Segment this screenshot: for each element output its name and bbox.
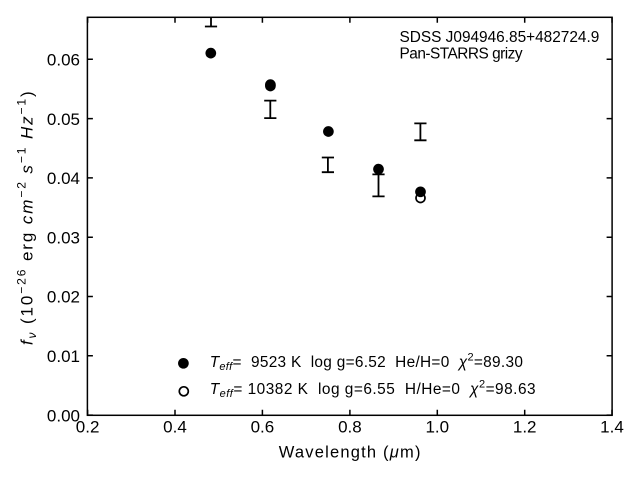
- svg-text:Pan-STARRS grizy: Pan-STARRS grizy: [400, 46, 523, 63]
- svg-text:0.2: 0.2: [76, 417, 100, 436]
- svg-text:Wavelength (μm): Wavelength (μm): [279, 444, 422, 462]
- svg-text:1.4: 1.4: [600, 417, 624, 436]
- svg-text:SDSS J094946.85+482724.9: SDSS J094946.85+482724.9: [400, 29, 600, 46]
- svg-text:0.05: 0.05: [47, 110, 80, 129]
- svg-text:0.01: 0.01: [47, 347, 80, 366]
- svg-text:0.8: 0.8: [338, 417, 362, 436]
- svg-text:0.02: 0.02: [47, 288, 80, 307]
- svg-text:0.03: 0.03: [47, 228, 80, 247]
- svg-text:0.6: 0.6: [251, 417, 275, 436]
- svg-text:0.4: 0.4: [163, 417, 187, 436]
- svg-text:1.0: 1.0: [425, 417, 449, 436]
- svg-text:0.06: 0.06: [47, 51, 80, 70]
- svg-text:Teff= 10382 K log g=6.55 H/H: Teff= 10382 K log g=6.55 H/He=0 χ2=98.63: [210, 378, 536, 400]
- svg-text:0.04: 0.04: [47, 169, 80, 188]
- svg-text:fν (10−26 erg cm−2 s−1 Hz−1): fν (10−26 erg cm−2 s−1 Hz−1): [15, 89, 40, 345]
- svg-text:Teff= 9523 K log g=6.52 He/: Teff= 9523 K log g=6.52 He/H=0 χ2=89.30: [210, 351, 524, 373]
- svg-text:1.2: 1.2: [513, 417, 537, 436]
- svg-text:0.00: 0.00: [47, 406, 80, 425]
